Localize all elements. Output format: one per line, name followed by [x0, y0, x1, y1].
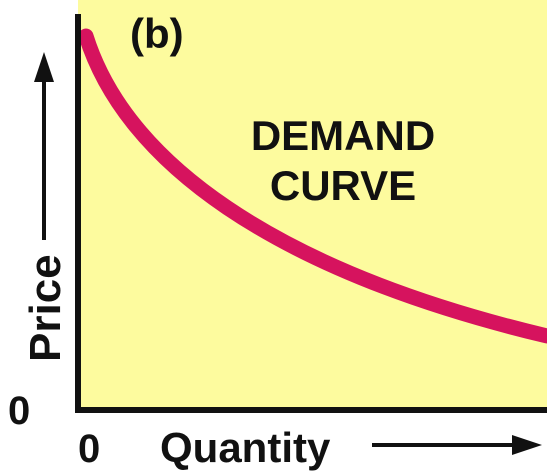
curve-label-line: CURVE — [270, 162, 416, 209]
x-axis-label: Quantity — [160, 424, 331, 471]
x-arrow-head — [512, 435, 542, 455]
y-arrow-head — [34, 52, 54, 82]
curve-label-line: DEMAND — [251, 112, 435, 159]
demand-curve — [78, 28, 547, 344]
y-origin-label: 0 — [8, 389, 30, 433]
plot-area — [78, 0, 547, 410]
y-axis-label: Price — [21, 254, 70, 362]
panel-label: (b) — [130, 10, 184, 57]
x-origin-label: 0 — [78, 427, 100, 471]
